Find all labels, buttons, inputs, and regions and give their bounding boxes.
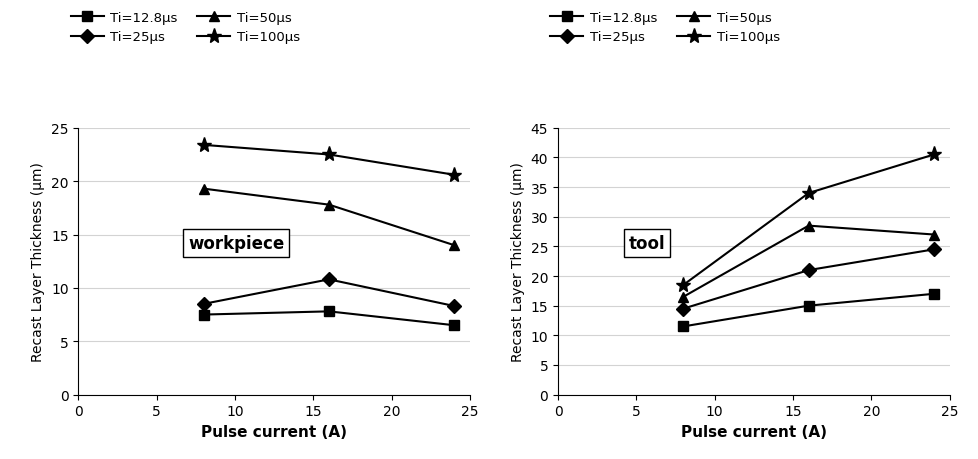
Text: workpiece: workpiece: [188, 235, 284, 252]
Y-axis label: Recast Layer Thickness (μm): Recast Layer Thickness (μm): [511, 162, 524, 361]
Legend: Ti=12.8μs, Ti=25μs, Ti=50μs, Ti=100μs: Ti=12.8μs, Ti=25μs, Ti=50μs, Ti=100μs: [66, 6, 305, 50]
X-axis label: Pulse current (A): Pulse current (A): [680, 424, 826, 439]
X-axis label: Pulse current (A): Pulse current (A): [200, 424, 347, 439]
Y-axis label: Recast Layer Thickness (μm): Recast Layer Thickness (μm): [31, 162, 45, 361]
Legend: Ti=12.8μs, Ti=25μs, Ti=50μs, Ti=100μs: Ti=12.8μs, Ti=25μs, Ti=50μs, Ti=100μs: [545, 6, 784, 50]
Text: tool: tool: [628, 235, 664, 252]
